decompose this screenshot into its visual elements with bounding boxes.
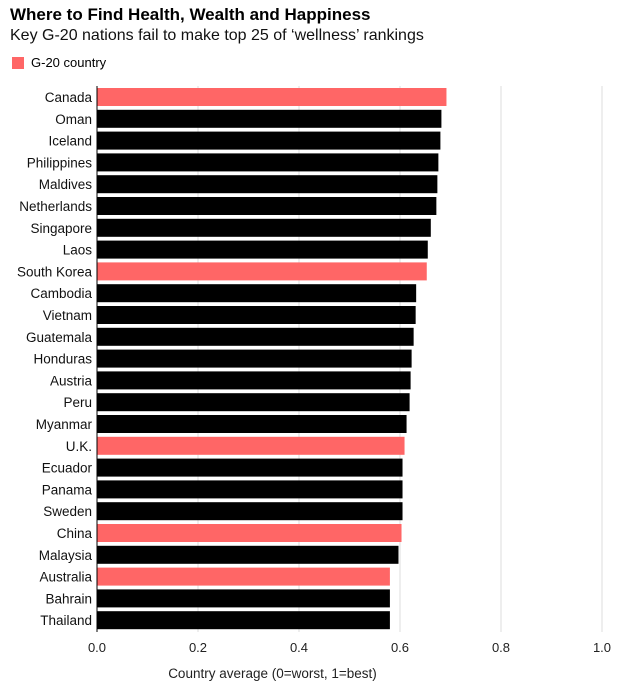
category-label: Vietnam <box>43 308 92 323</box>
category-label: Singapore <box>30 221 92 236</box>
x-tick-label: 0.0 <box>88 640 106 655</box>
bar <box>97 153 439 172</box>
bar <box>97 611 390 630</box>
bar <box>97 175 438 194</box>
x-tick-label: 0.8 <box>492 640 510 655</box>
bar <box>97 197 437 215</box>
x-tick-label: 0.4 <box>290 640 308 655</box>
category-label: Bahrain <box>45 591 92 606</box>
category-label: South Korea <box>17 264 93 279</box>
category-label: Ecuador <box>42 461 93 476</box>
bar <box>97 218 431 237</box>
chart-title: Where to Find Health, Wealth and Happine… <box>10 5 371 24</box>
bar <box>97 327 414 346</box>
bar <box>97 306 416 324</box>
category-label: Malaysia <box>39 548 93 563</box>
category-label: U.K. <box>66 439 92 454</box>
category-label: Netherlands <box>19 199 92 214</box>
bar <box>97 109 442 128</box>
category-label: China <box>57 526 93 541</box>
bar <box>97 262 427 281</box>
legend: G-20 country <box>12 55 106 70</box>
bar <box>97 284 417 303</box>
bar <box>97 567 390 586</box>
legend-swatch-g20 <box>12 56 24 69</box>
x-tick-label: 1.0 <box>593 640 611 655</box>
category-label: Panama <box>42 482 93 497</box>
category-label: Canada <box>45 90 93 105</box>
bar <box>97 131 441 150</box>
bar <box>97 436 405 455</box>
bar <box>97 393 410 412</box>
category-label: Laos <box>63 243 93 258</box>
bar <box>97 88 447 106</box>
category-label: Sweden <box>43 504 92 519</box>
legend-label-g20: G-20 country <box>31 55 107 70</box>
x-tick-label: 0.6 <box>391 640 409 655</box>
category-label: Australia <box>39 570 92 585</box>
category-label: Thailand <box>40 613 92 628</box>
bar <box>97 589 390 608</box>
category-label: Myanmar <box>36 417 93 432</box>
bar <box>97 415 407 433</box>
bar <box>97 240 428 259</box>
category-label: Guatemala <box>26 330 93 345</box>
category-label: Philippines <box>27 155 93 170</box>
x-axis-label: Country average (0=worst, 1=best) <box>168 666 377 681</box>
category-label: Oman <box>55 112 92 127</box>
bar <box>97 458 403 477</box>
category-label: Cambodia <box>30 286 92 301</box>
category-label: Iceland <box>48 134 92 149</box>
bar <box>97 524 402 542</box>
bar <box>97 545 399 564</box>
category-label: Honduras <box>33 352 92 367</box>
category-label: Maldives <box>39 177 93 192</box>
category-label: Austria <box>50 373 93 388</box>
bar <box>97 349 412 368</box>
bar <box>97 502 403 521</box>
x-tick-label: 0.2 <box>189 640 207 655</box>
bar <box>97 371 411 390</box>
category-label: Peru <box>63 395 92 410</box>
bar <box>97 480 403 499</box>
chart-subtitle: Key G-20 nations fail to make top 25 of … <box>10 27 424 44</box>
